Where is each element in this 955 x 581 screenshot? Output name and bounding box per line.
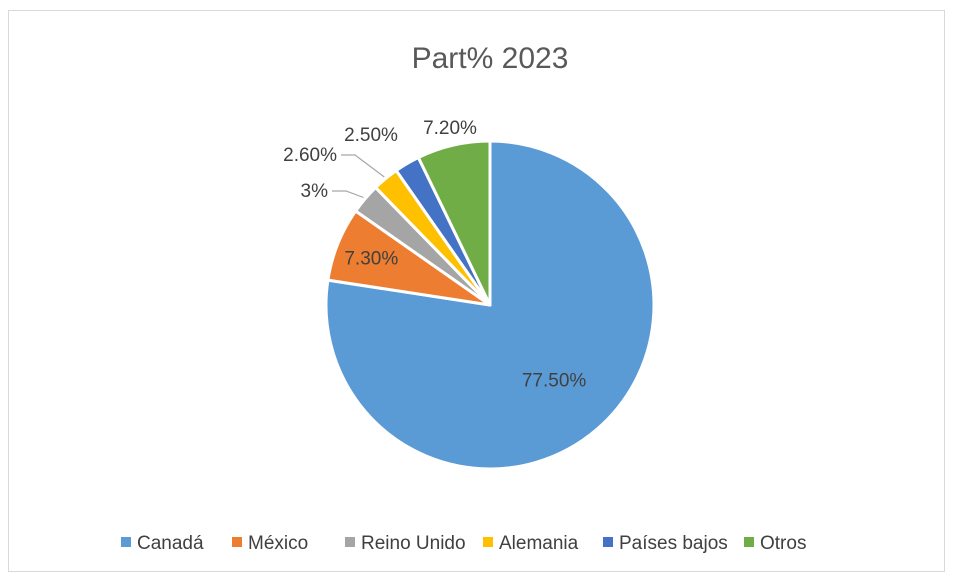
chart-frame: Part% 2023 77.50% 7.30% 3% 2.60% 2.50% 7.20% …: [8, 10, 945, 572]
legend-item-alemania[interactable]: Alemania: [483, 533, 579, 554]
legend-swatch-canada: [121, 537, 131, 547]
data-label-alemania: 2.60%: [283, 145, 337, 166]
leader-line-reino-unido: [332, 190, 364, 199]
data-label-otros: 7.20%: [423, 118, 477, 139]
legend-item-otros[interactable]: Otros: [744, 533, 806, 554]
legend-swatch-alemania: [483, 537, 493, 547]
legend-label-otros: Otros: [760, 533, 806, 554]
pie-slices: [324, 139, 656, 471]
legend-label-reino-unido: Reino Unido: [361, 533, 466, 554]
legend: Canadá México Reino Unido Alemania Países ba…: [121, 533, 806, 554]
data-labels: 77.50% 7.30% 3% 2.60% 2.50% 7.20%: [283, 118, 586, 392]
data-label-canada: 77.50%: [522, 371, 587, 392]
data-label-paises-bajos: 2.50%: [344, 125, 398, 146]
data-label-mexico: 7.30%: [344, 248, 398, 269]
legend-label-paises-bajos: Países bajos: [619, 533, 728, 554]
legend-swatch-mexico: [232, 537, 242, 547]
legend-swatch-paises-bajos: [603, 537, 613, 547]
legend-swatch-otros: [744, 537, 754, 547]
legend-item-paises-bajos[interactable]: Países bajos: [603, 533, 728, 554]
leader-line-alemania: [341, 154, 385, 178]
pie-chart: Part% 2023 77.50%7.30%3%2.60%2.50% 7.20% …: [121, 42, 806, 554]
chart-title: Part% 2023: [412, 42, 569, 75]
data-label-reino-unido: 3%: [301, 181, 329, 202]
legend-swatch-reino-unido: [345, 537, 355, 547]
legend-label-mexico: México: [248, 533, 308, 554]
legend-item-reino-unido[interactable]: Reino Unido: [345, 533, 466, 554]
legend-item-mexico[interactable]: México: [232, 533, 308, 554]
legend-label-alemania: Alemania: [499, 533, 579, 554]
legend-item-canada[interactable]: Canadá: [121, 533, 204, 554]
legend-label-canada: Canadá: [137, 533, 204, 554]
leader-lines: [332, 154, 385, 199]
pie-slice-otros[interactable]: [416, 139, 492, 307]
